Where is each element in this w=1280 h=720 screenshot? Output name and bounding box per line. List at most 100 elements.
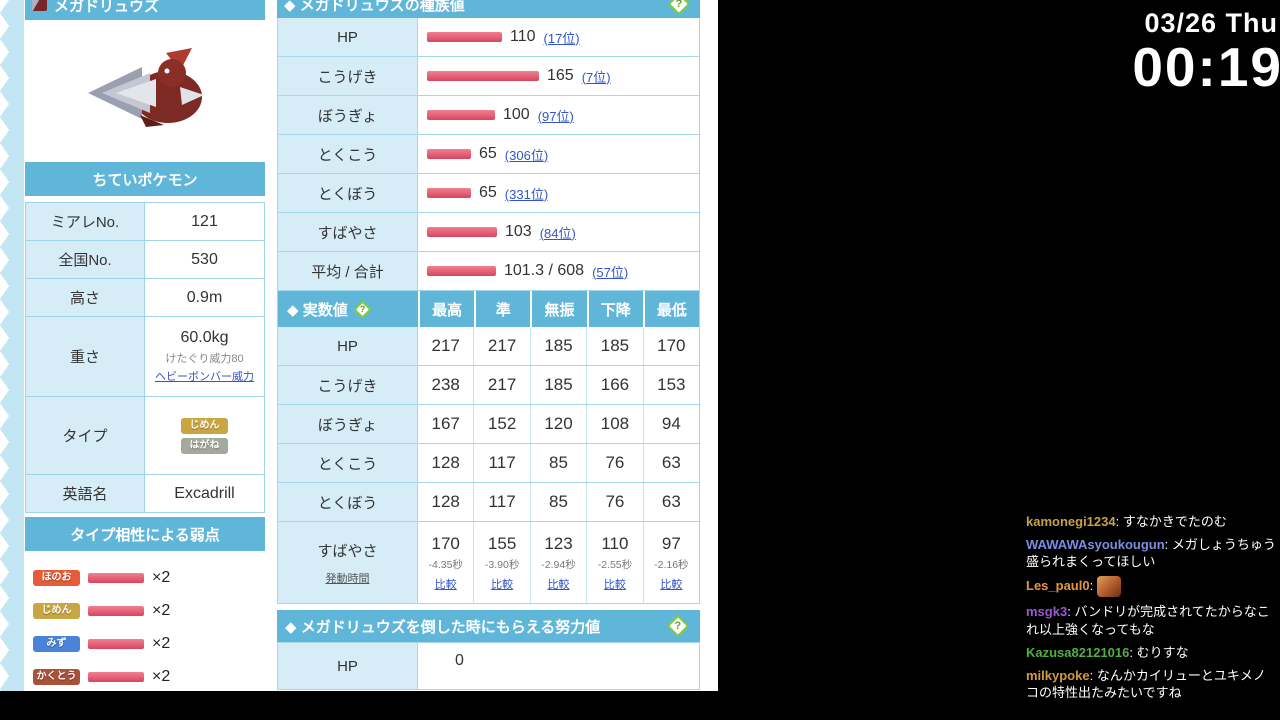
pokemon-info-panel: メガドリュウズ ちていポケモン ミアレNo. 121 [25, 0, 265, 691]
type-badge-ground[interactable]: じめん [181, 417, 228, 434]
stream-clock: 03/26 Thu 00:19 [1132, 8, 1280, 95]
actual-value: 108 [586, 405, 642, 443]
stat-rank-link[interactable]: (331位) [504, 186, 549, 202]
info-value: Excadrill [174, 484, 235, 502]
actual-row-speed: すばやさ 発動時間 170 -4.35秒 比較 155 -3.90秒 比較 12… [277, 522, 700, 604]
actual-row-label-speed: すばやさ 発動時間 [278, 522, 418, 603]
stat-rank-link[interactable]: (306位) [504, 147, 549, 163]
stat-value-cell: 110 (17位) [418, 18, 699, 56]
weakness-bar [88, 572, 144, 583]
info-value: じめん はがね [145, 397, 264, 474]
info-label: 高さ [26, 279, 145, 316]
stat-value: 165 [547, 67, 574, 84]
base-stats-section: ◆ メガドリュウズの種族値 ? HP 110 (17位) こうげき 165 (7… [277, 0, 700, 690]
help-glyph: ? [675, 0, 683, 10]
stat-bar [427, 227, 497, 237]
stat-value-cell: 100 (97位) [418, 96, 699, 134]
stat-rank-link[interactable]: (97位) [537, 108, 574, 124]
speed-value: 123 [544, 533, 573, 553]
info-value: 0.9m [186, 288, 223, 306]
help-glyph: ? [674, 619, 682, 632]
actual-value: 217 [473, 366, 529, 404]
chat-text: なんかカイリューとユキメノコの特性出たみたいですね [1026, 667, 1266, 701]
stat-label: HP [278, 18, 418, 56]
help-icon[interactable]: ? [666, 614, 690, 638]
stat-rank-link[interactable]: (84位) [539, 225, 576, 241]
heavy-slam-power-link[interactable]: ヘビーボンバー威力 [155, 371, 254, 383]
actual-row-attack: こうげき 238 217 185 166 153 [277, 366, 700, 405]
stat-rank-link[interactable]: (7位) [581, 69, 611, 85]
type-badge-steel[interactable]: はがね [181, 437, 228, 454]
weakness-bar [88, 638, 144, 649]
help-icon[interactable]: ? [667, 0, 691, 16]
info-row-weight: 重さ 60.0kg けたぐり威力80 ヘビーボンバー威力 [25, 317, 265, 397]
activation-time-link[interactable]: 発動時間 [325, 572, 370, 585]
base-stats-header: ◆ メガドリュウズの種族値 ? [277, 0, 700, 18]
actual-row-label: こうげき [278, 366, 418, 404]
chat-username[interactable]: kamonegi1234 [1026, 514, 1116, 529]
chat-username[interactable]: Les_paul0 [1026, 578, 1090, 594]
pokemon-name-header: メガドリュウズ [25, 0, 265, 20]
column-header-semi: 準 [474, 291, 531, 327]
chat-username[interactable]: WAWAWAsyoukougun [1026, 537, 1165, 553]
weakness-row: かくとう ×2 [33, 660, 257, 691]
compare-link[interactable]: 比較 [547, 578, 570, 591]
chat-colon: : [1089, 667, 1094, 683]
type-weakness-header: タイプ相性による弱点 [25, 517, 265, 551]
type-badge-fire[interactable]: ほのお [33, 569, 80, 586]
speed-value: 155 [487, 533, 517, 553]
chat-username[interactable]: msgk3 [1026, 604, 1068, 620]
actual-value: 217 [431, 336, 460, 355]
weakness-row: ほのお ×2 [33, 561, 257, 594]
actual-value: 170 [642, 327, 699, 365]
stat-row-defense: ぼうぎょ 100 (97位) [277, 96, 700, 135]
compare-link[interactable]: 比較 [660, 578, 683, 591]
info-label: タイプ [26, 397, 145, 474]
chat-username[interactable]: milkypoke [1026, 667, 1090, 683]
actual-value: 185 [529, 327, 586, 365]
chat-username[interactable]: Kazusa82121016 [1026, 644, 1130, 660]
info-row-english-name: 英語名 Excadrill [25, 475, 265, 513]
stat-row-attack: こうげき 165 (7位) [277, 57, 700, 96]
info-label: 重さ [26, 317, 145, 396]
chat-text: バンドリが完成されてたからなこれ以上強くなってもな [1026, 604, 1270, 637]
compare-link[interactable]: 比較 [434, 578, 457, 591]
actual-row-label: HP [278, 327, 418, 365]
actual-value: 185 [529, 366, 586, 404]
actual-row-label: とくこう [278, 444, 418, 482]
chat-message: milkypoke: なんかカイリューとユキメノコの特性出たみたいですね [1026, 667, 1278, 701]
actual-value: 185 [586, 327, 642, 365]
compare-link[interactable]: 比較 [603, 578, 626, 591]
weakness-multiplier: ×2 [152, 667, 171, 685]
stat-value: 65 [479, 184, 497, 201]
activation-seconds: -2.16秒 [654, 558, 689, 571]
stat-value-cell: 65 (306位) [418, 135, 699, 173]
stat-row-hp: HP 110 (17位) [277, 18, 700, 57]
stat-value: 65 [479, 145, 497, 162]
pokemon-mini-icon [32, 0, 47, 11]
type-badge-fighting[interactable]: かくとう [33, 668, 80, 685]
stat-rank-link[interactable]: (17位) [543, 30, 580, 46]
stat-bar [427, 71, 539, 81]
actual-value: 117 [473, 444, 529, 482]
type-badge-ground[interactable]: じめん [33, 602, 80, 619]
stat-bar [427, 149, 471, 159]
info-label: ミアレNo. [26, 203, 145, 240]
actual-values-title-cell: ◆ 実数値 ? [278, 291, 418, 327]
chat-panel: kamonegi1234: すなかきでたのむ WAWAWAsyoukougun:… [1026, 513, 1278, 707]
browser-page: メガドリュウズ ちていポケモン ミアレNo. 121 [24, 0, 718, 691]
chat-colon: : [1089, 578, 1094, 594]
actual-row-sp-defense: とくぼう 128 117 85 76 63 [277, 483, 700, 522]
weakness-multiplier: ×2 [152, 601, 171, 619]
stat-value-cell: 103 (84位) [418, 213, 699, 251]
stat-row-speed: すばやさ 103 (84位) [277, 213, 700, 252]
chat-message: Kazusa82121016: むりすな [1026, 644, 1278, 661]
help-icon[interactable]: ? [353, 299, 372, 319]
actual-value: 63 [642, 483, 699, 521]
chat-text: すなかきでたのむ [1122, 514, 1227, 529]
compare-link[interactable]: 比較 [491, 578, 514, 591]
speed-value: 97 [661, 533, 681, 553]
stat-value-cell: 65 (331位) [418, 174, 699, 212]
type-badge-water[interactable]: みず [33, 635, 80, 652]
stat-rank-link[interactable]: (57位) [592, 264, 629, 280]
